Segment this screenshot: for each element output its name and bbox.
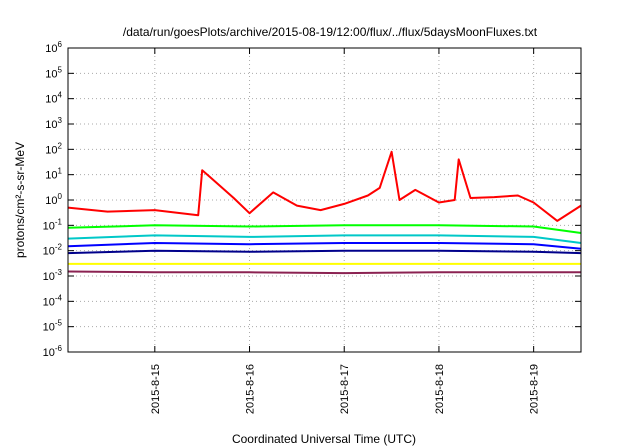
series-group [67,150,582,275]
x-tick-label: 2015-8-16 [245,364,257,414]
x-tick-label: 2015-8-18 [434,364,446,414]
y-tick-label: 103 [45,116,62,131]
y-tick-label: 104 [45,91,62,106]
series-line [67,234,582,244]
series-line [67,249,582,255]
y-tick-label: 105 [45,65,62,80]
y-tick-label: 102 [45,141,62,156]
series-line [67,270,581,275]
x-axis-label: Coordinated Universal Time (UTC) [232,432,416,446]
y-tick-label: 10-4 [43,293,63,308]
y-tick-label: 10-1 [43,217,63,232]
series-line [67,242,582,250]
y-tick-label: 106 [45,40,62,55]
y-tick-label: 101 [45,167,62,182]
x-tick-label: 2015-8-17 [339,364,351,414]
chart-title: /data/run/goesPlots/archive/2015-08-19/1… [123,25,538,39]
y-axis: 10-6 10-5 10-4 10-3 10-2 10-1 100 101 102 103 104 1… [43,40,581,359]
y-tick-label: 10-6 [43,344,63,359]
y-tick-label: 100 [45,192,62,207]
series-line [67,224,582,234]
y-tick-label: 10-3 [43,268,63,283]
y-tick-label: 10-2 [43,243,63,258]
series-line [67,150,582,222]
y-tick-label: 10-5 [43,319,63,334]
grid [68,48,581,352]
y-axis-label: protons/cm²-s-sr-MeV [13,142,27,258]
x-tick-label: 2015-8-19 [529,364,541,414]
x-axis: 2015-8-15 2015-8-16 2015-8-17 2015-8-18 2015… [150,48,541,414]
x-tick-label: 2015-8-15 [150,364,162,414]
